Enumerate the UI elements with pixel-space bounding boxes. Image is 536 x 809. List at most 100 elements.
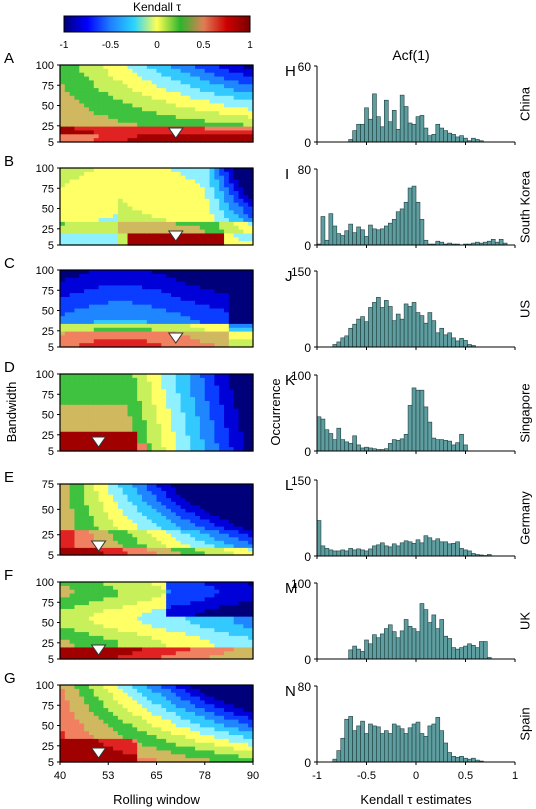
heatmap-cell [170, 171, 177, 177]
heatmap-cell [195, 585, 201, 591]
heatmap-cell [98, 91, 105, 97]
heatmap-cell [248, 605, 254, 610]
heatmap-cell [122, 608, 129, 614]
heatmap-cell [151, 515, 158, 521]
heatmap-cell [69, 735, 76, 740]
heatmap-cell [103, 179, 109, 184]
heatmap-cell [103, 130, 109, 135]
heatmap-cell [238, 327, 244, 333]
heatmap-cell [69, 221, 76, 227]
heatmap-cell [88, 515, 95, 521]
heatmap-cell [209, 540, 215, 545]
heatmap-cell [219, 65, 225, 70]
heatmap-cell [84, 191, 90, 196]
heatmap-cell [69, 692, 76, 698]
heatmap-cell [209, 526, 215, 531]
heatmap-cell [204, 323, 211, 329]
heatmap-cell [108, 385, 114, 390]
heatmap-cell [156, 179, 162, 184]
heatmap-cell [228, 508, 235, 513]
heatmap-cell [190, 316, 196, 321]
heatmap-cell [64, 643, 71, 649]
heatmap-cell [199, 647, 206, 652]
heatmap-cell [79, 277, 85, 283]
heatmap-cell [84, 198, 90, 204]
heatmap-cell [156, 412, 162, 417]
heatmap-cell [117, 308, 124, 313]
heatmap-cell [93, 210, 100, 215]
heatmap-cell [204, 651, 211, 656]
heatmap-cell [84, 84, 90, 89]
heatmap-cell [238, 512, 244, 517]
heatmap-cell [166, 111, 172, 116]
heatmap-cell [108, 118, 114, 124]
heatmap-cell [79, 501, 85, 506]
heatmap-cell [146, 431, 153, 437]
heatmap-cell [243, 115, 249, 120]
heatmap-cell [108, 597, 114, 602]
heatmap-cell [199, 447, 206, 452]
heatmap-cell [93, 585, 100, 591]
heatmap-cell [204, 487, 211, 492]
heatmap-cell [243, 526, 249, 531]
heatmap-cell [238, 616, 244, 622]
heatmap-cell [209, 616, 215, 622]
heatmap-cell [69, 443, 76, 448]
heatmap-cell [243, 202, 249, 208]
heatmap-cell [243, 183, 249, 188]
heatmap-cell [199, 68, 206, 74]
heatmap-cell [185, 551, 191, 556]
heatmap-cell [64, 715, 71, 721]
heatmap-cell [156, 281, 162, 286]
heatmap-cell [74, 107, 80, 112]
heatmap-cell [209, 103, 215, 108]
heatmap-cell [137, 206, 143, 211]
heatmap-cell [190, 498, 196, 503]
heatmap-cell [243, 273, 249, 279]
heatmap-cell [127, 225, 133, 231]
heatmap-cell [146, 484, 153, 489]
heatmap-cell [190, 551, 196, 556]
heatmap-cell [238, 273, 244, 279]
heatmap-cell [132, 241, 138, 246]
heatmap-cell [199, 343, 206, 348]
heatmap-cell [69, 420, 76, 425]
heatmap-cell [122, 118, 129, 124]
heatmap-cell [151, 88, 158, 93]
heatmap-cell [243, 316, 249, 321]
heatmap-cell [74, 704, 80, 709]
heatmap-cell [161, 175, 167, 181]
heatmap-cell [170, 624, 177, 629]
heatmap-cell [243, 138, 249, 143]
heatmap-cell [60, 544, 66, 549]
heatmap-cell [214, 316, 220, 321]
heatmap-cell [166, 389, 172, 394]
heatmap-cell [74, 711, 80, 717]
heatmap-cell [190, 91, 196, 97]
heatmap-cell [180, 218, 187, 223]
heatmap-cell [185, 107, 191, 112]
heatmap-cell [224, 179, 230, 184]
heatmap-cell [219, 84, 225, 89]
heatmap-cell [64, 270, 71, 275]
heatmap-cell [170, 540, 177, 545]
heatmap-cell [190, 343, 196, 348]
heatmap-cell [185, 389, 191, 394]
heatmap-cell [117, 237, 124, 242]
heatmap-cell [190, 635, 196, 641]
heatmap-cell [175, 537, 182, 542]
heatmap-cell [224, 374, 230, 379]
heatmap-cell [224, 484, 230, 489]
heatmap-cell [117, 99, 124, 105]
heatmap-cell [156, 385, 162, 390]
heatmap-cell [228, 540, 235, 545]
heatmap-cell [170, 420, 177, 425]
heatmap-cell [190, 655, 196, 660]
heatmap-cell [88, 187, 95, 192]
heatmap-cell [209, 431, 215, 437]
heatmap-cell [103, 171, 109, 177]
heatmap-cell [233, 312, 240, 317]
heatmap-cell [132, 439, 138, 444]
heatmap-cell [93, 385, 100, 390]
